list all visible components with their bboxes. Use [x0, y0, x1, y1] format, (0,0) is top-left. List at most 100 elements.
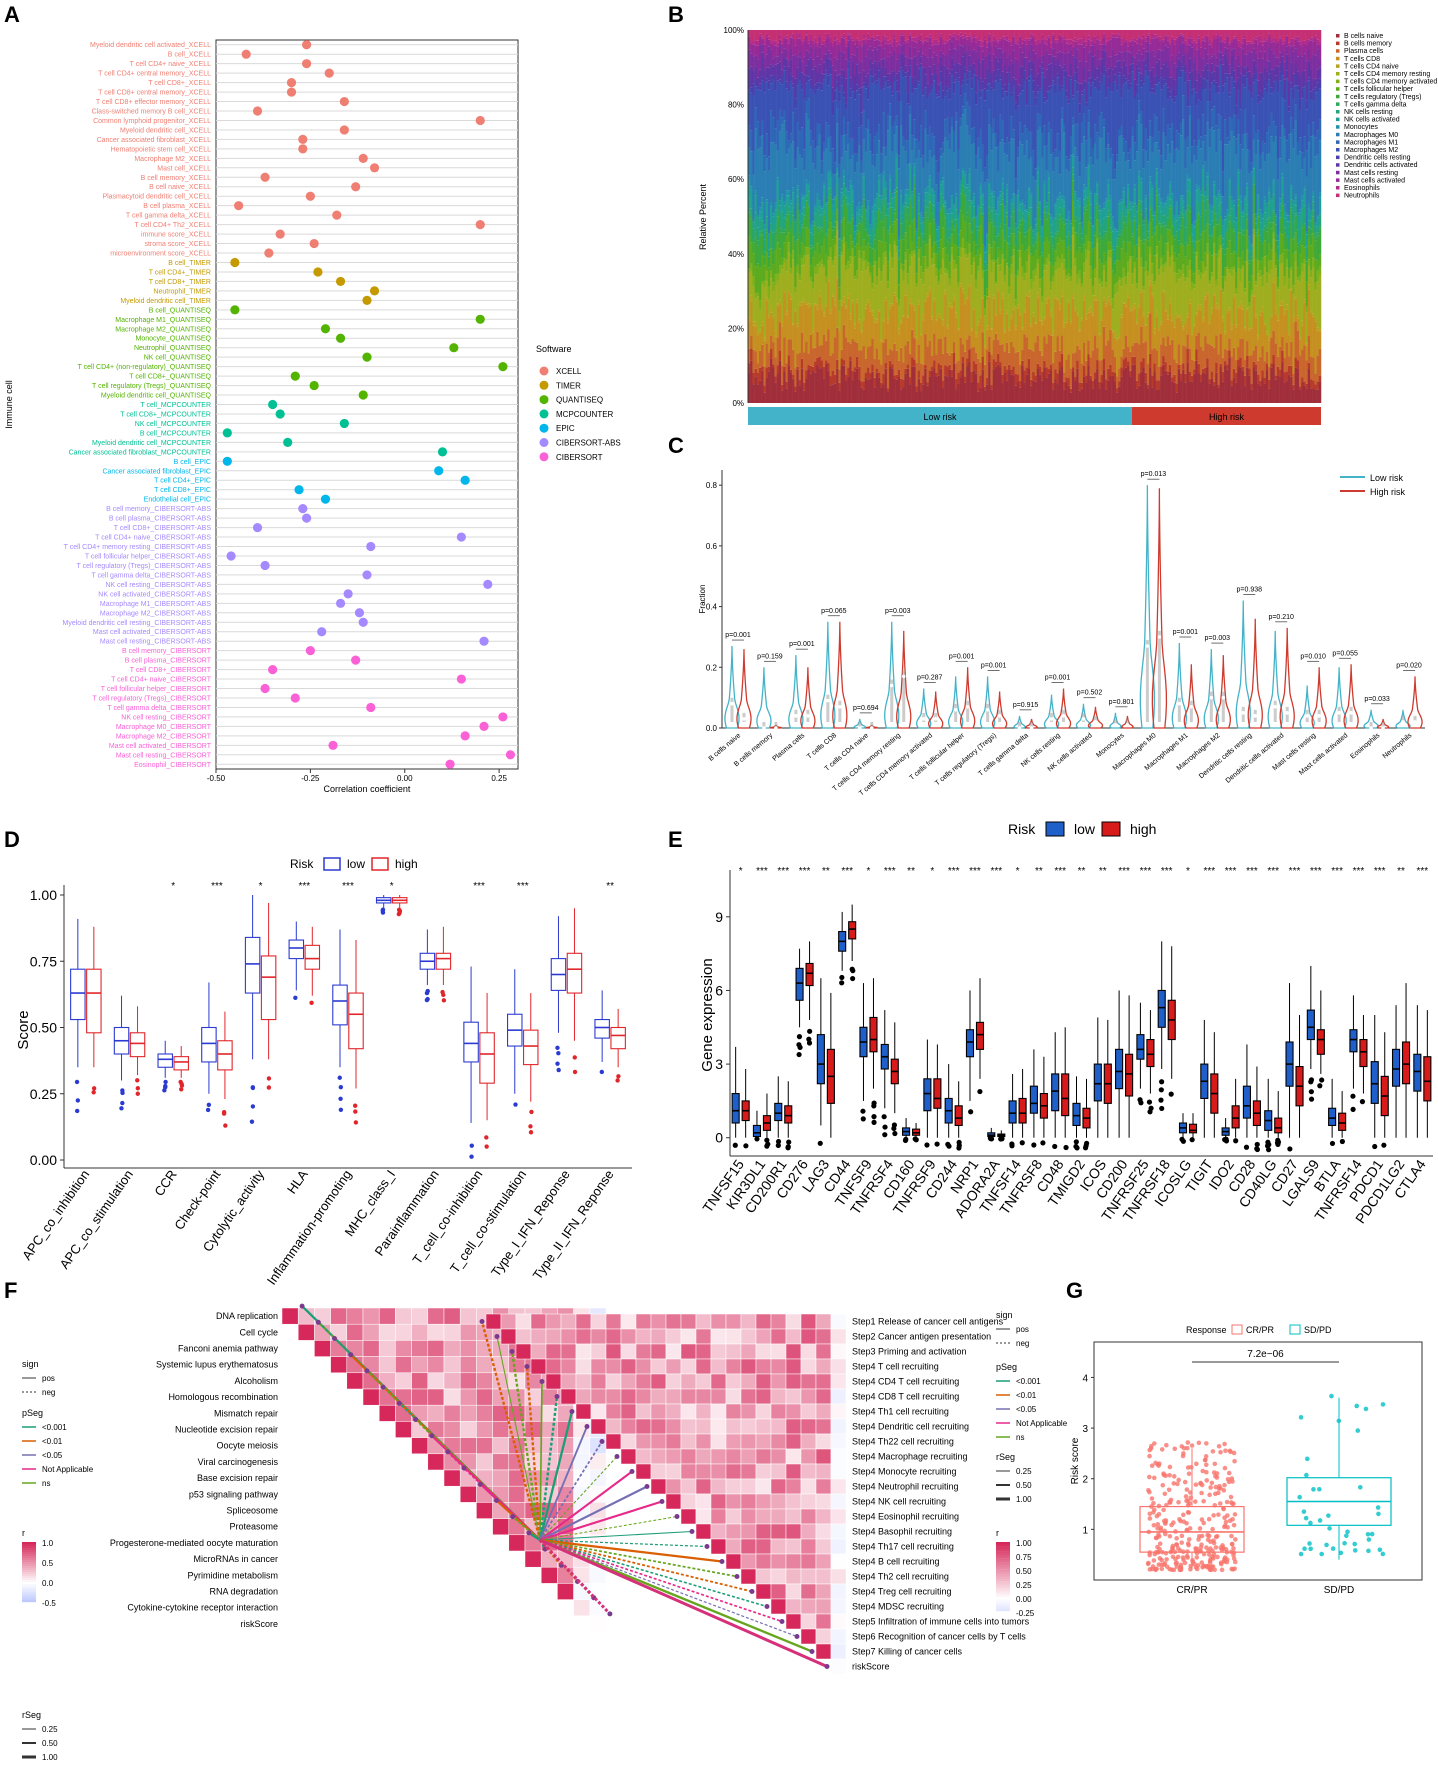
bar-segment [1182, 345, 1185, 364]
bar-segment [1052, 265, 1055, 277]
bar-segment [873, 40, 877, 48]
bar-segment [1149, 285, 1152, 314]
bar-segment [761, 38, 764, 45]
bar-segment [1168, 42, 1172, 45]
bar-segment [822, 264, 826, 269]
bar-segment [977, 230, 980, 250]
bar-segment [1027, 246, 1031, 256]
bar-segment [748, 273, 751, 318]
bar-segment [1157, 221, 1161, 224]
row-label: Mast cell resting_CIBERSORT-ABS [100, 639, 211, 646]
bar-segment [1025, 231, 1029, 236]
bar-segment [1171, 141, 1174, 194]
bar-segment [1003, 224, 1007, 239]
bar-segment [1144, 195, 1148, 199]
bar-segment [1056, 197, 1059, 200]
bar-segment [878, 30, 881, 36]
bar-segment [807, 59, 810, 77]
bar-segment [986, 251, 989, 265]
bar-segment [871, 50, 874, 64]
bar-segment [981, 30, 985, 42]
bar-segment [1078, 329, 1082, 332]
row-label: Plasmacytoid dendritic cell_XCELL [102, 194, 211, 201]
bar-segment [930, 319, 934, 356]
bar-segment [922, 53, 925, 68]
bar-segment [1060, 290, 1064, 297]
bar-segment [939, 275, 943, 314]
bar-segment [767, 233, 771, 236]
bar-segment [787, 339, 791, 356]
bar-segment [968, 36, 971, 46]
bar-segment [1184, 281, 1187, 322]
bar-segment [1067, 159, 1071, 172]
bar-segment [1065, 156, 1068, 170]
bar-segment [825, 360, 828, 364]
bar-segment [1146, 51, 1150, 72]
bar-segment [930, 189, 934, 205]
bar-segment [1179, 380, 1183, 403]
bar-segment [1160, 226, 1163, 235]
bar-segment [1049, 63, 1053, 86]
bar-segment [895, 350, 899, 375]
bar-segment [902, 77, 905, 137]
bar-segment [792, 76, 795, 84]
bar-segment [1160, 266, 1163, 322]
bar-segment [811, 221, 815, 226]
bar-segment [1052, 56, 1055, 77]
bar-segment [862, 389, 866, 403]
bar-segment [1122, 359, 1126, 370]
bar-segment [1164, 203, 1167, 215]
bar-segment [840, 255, 844, 301]
bar-segment [750, 151, 753, 187]
bar-segment [972, 206, 976, 218]
bar-segment [1188, 206, 1192, 212]
bar-segment [787, 211, 791, 215]
bar-segment [1056, 42, 1059, 53]
bar-segment [752, 222, 755, 229]
bar-segment [869, 378, 872, 403]
bar-segment [1008, 243, 1011, 248]
bar-segment [1190, 94, 1194, 147]
bar-segment [1016, 209, 1020, 228]
bar-segment [1113, 294, 1117, 331]
bar-segment [1096, 184, 1099, 195]
bar-segment [1171, 339, 1174, 378]
bar-segment [836, 39, 839, 45]
bar-segment [1188, 299, 1192, 304]
bar-segment [803, 98, 806, 150]
bar-segment [831, 65, 835, 88]
bar-segment [950, 369, 954, 377]
bar-segment [999, 250, 1002, 265]
bar-segment [842, 70, 846, 93]
bar-segment [1032, 91, 1035, 151]
bar-segment [1080, 91, 1084, 95]
bar-segment [1069, 236, 1073, 246]
bar-segment [1078, 162, 1082, 177]
bar-segment [1107, 210, 1110, 217]
bar-segment [1049, 85, 1053, 90]
bar-segment [1162, 50, 1165, 65]
point [324, 68, 334, 78]
bar-segment [961, 83, 965, 107]
bar-segment [1199, 216, 1203, 235]
bar-segment [924, 192, 927, 201]
bar-segment [966, 79, 969, 85]
bar-segment [1186, 278, 1190, 314]
bar-segment [750, 242, 753, 264]
bar-segment [1096, 243, 1099, 298]
bar-segment [1151, 219, 1154, 237]
bar-segment [1193, 88, 1196, 141]
panel-label-b: B [668, 2, 684, 27]
bar-segment [1175, 258, 1178, 274]
bar-segment [968, 284, 971, 287]
bar-segment [833, 196, 837, 199]
bar-segment [904, 194, 907, 203]
bar-segment [1085, 41, 1088, 46]
bar-segment [974, 169, 978, 217]
bar-segment [917, 200, 921, 214]
bar-segment [807, 205, 810, 208]
bar-segment [1151, 38, 1154, 51]
bar-segment [1144, 261, 1148, 272]
bar-segment [1179, 225, 1183, 231]
bar-segment [1193, 252, 1196, 274]
